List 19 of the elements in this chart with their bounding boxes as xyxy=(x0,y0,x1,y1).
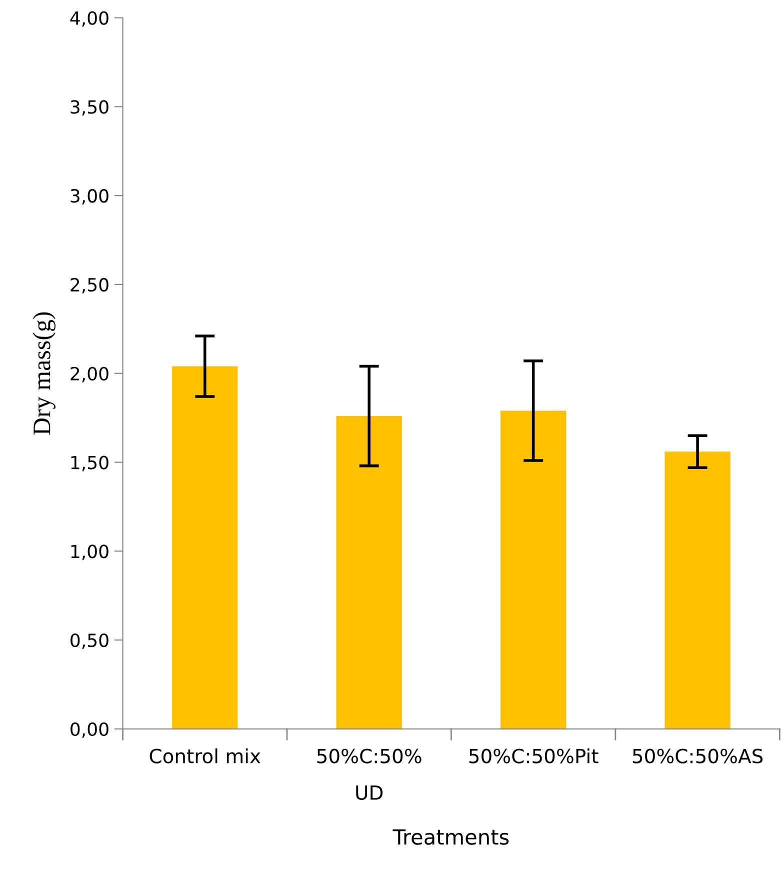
bar xyxy=(500,410,566,729)
y-tick-label: 0,50 xyxy=(70,633,108,649)
x-tick-label: 50%C:50%AS xyxy=(632,748,763,764)
y-tick-label: 4,00 xyxy=(70,11,108,27)
y-tick-label: 1,00 xyxy=(71,544,108,560)
bar xyxy=(664,452,730,729)
x-tick-label: 50%C:50%Pit xyxy=(469,748,598,764)
bar xyxy=(336,416,402,729)
y-tick-label: 3,50 xyxy=(70,100,108,116)
bar xyxy=(172,366,238,729)
x-axis-title: Treatments xyxy=(392,829,509,845)
y-tick-label: 1,50 xyxy=(71,456,108,472)
y-tick-label: 2,00 xyxy=(70,366,108,382)
y-tick-label: 2,50 xyxy=(70,278,108,294)
y-tick-label: 3,00 xyxy=(70,189,108,205)
y-tick-label: 0,00 xyxy=(70,722,108,738)
x-tick-label: Control mix xyxy=(150,748,260,764)
y-axis-title: Dry mass(g) xyxy=(32,312,56,435)
x-tick-label: 50%C:50% UD xyxy=(317,748,422,800)
